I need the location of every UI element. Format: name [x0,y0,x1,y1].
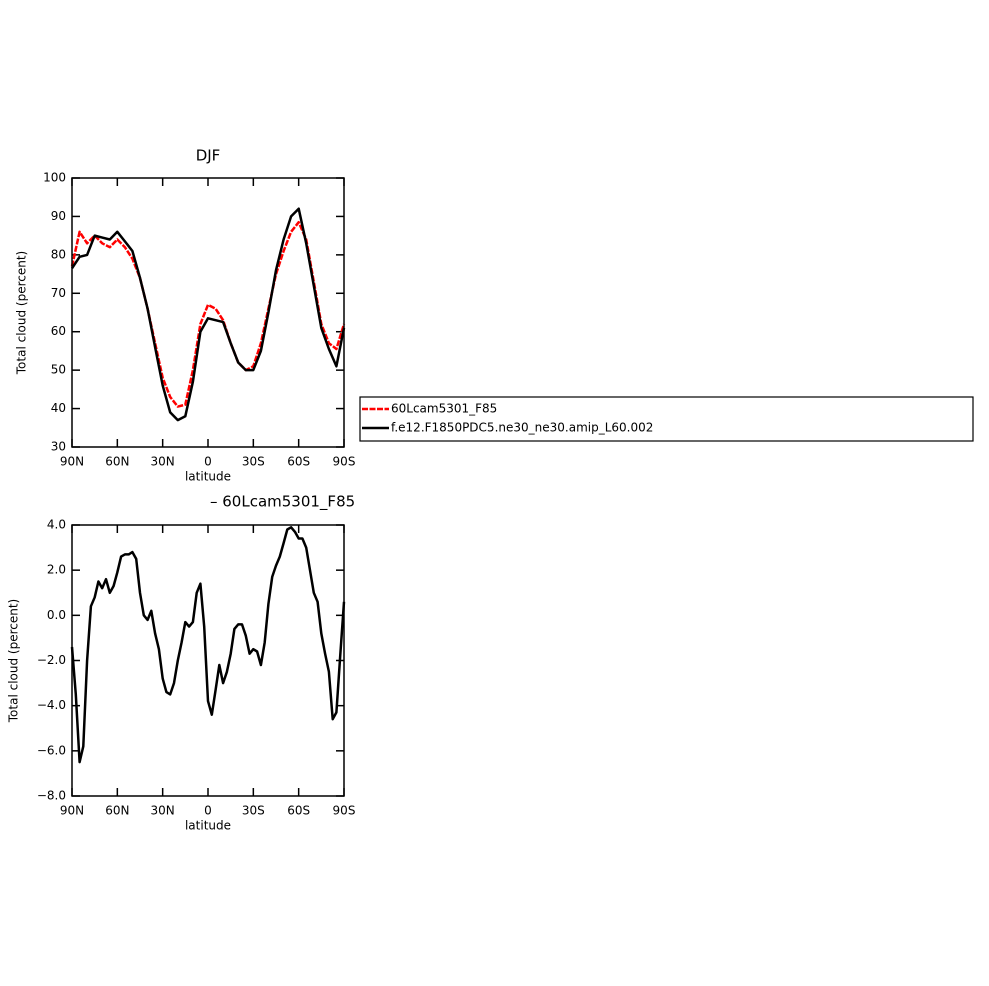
x-tick-label: 90S [333,455,356,469]
x-axis-label: latitude [185,470,231,484]
y-axis-label: Total cloud (percent) [15,251,29,375]
x-axis-label: latitude [185,819,231,833]
x-tick-label: 30N [151,804,175,818]
y-tick-label: −2.0 [37,653,66,667]
y-tick-label: 90 [51,209,66,223]
x-tick-label: 90S [333,804,356,818]
plot-frame [71,177,345,448]
chart-title: DJF [196,147,221,165]
data-line [70,526,346,764]
x-tick-label: 90N [60,804,84,818]
y-tick-label: −6.0 [37,743,66,757]
y-tick-label: 4.0 [47,518,66,532]
data-line [70,207,346,422]
y-tick-label: 80 [51,247,66,261]
y-tick-label: 50 [51,363,66,377]
x-tick-label: 0 [204,804,212,818]
x-tick-label: 30N [151,455,175,469]
y-tick-label: 100 [43,171,66,185]
x-tick-label: 60S [287,804,310,818]
legend-box [359,396,974,442]
data-line [70,220,346,408]
y-tick-label: −8.0 [37,789,66,803]
x-tick-label: 60S [287,455,310,469]
y-tick-label: 2.0 [47,563,66,577]
chart-title: – 60Lcam5301_F85 [210,493,355,512]
x-tick-label: 30S [242,804,265,818]
y-tick-label: 70 [51,286,66,300]
y-tick-label: 40 [51,401,66,415]
legend-label: 60Lcam5301_F85 [391,402,497,416]
x-tick-label: 60N [105,455,129,469]
y-tick-label: 60 [51,324,66,338]
y-axis-label: Total cloud (percent) [7,599,21,723]
y-tick-label: 0.0 [47,608,66,622]
x-tick-label: 0 [204,455,212,469]
y-tick-label: 30 [51,440,66,454]
plot-frame [71,524,345,797]
x-tick-label: 60N [105,804,129,818]
legend-label: f.e12.F1850PDC5.ne30_ne30.amip_L60.002 [391,421,653,435]
x-tick-label: 90N [60,455,84,469]
y-tick-label: −4.0 [37,698,66,712]
x-tick-label: 30S [242,455,265,469]
